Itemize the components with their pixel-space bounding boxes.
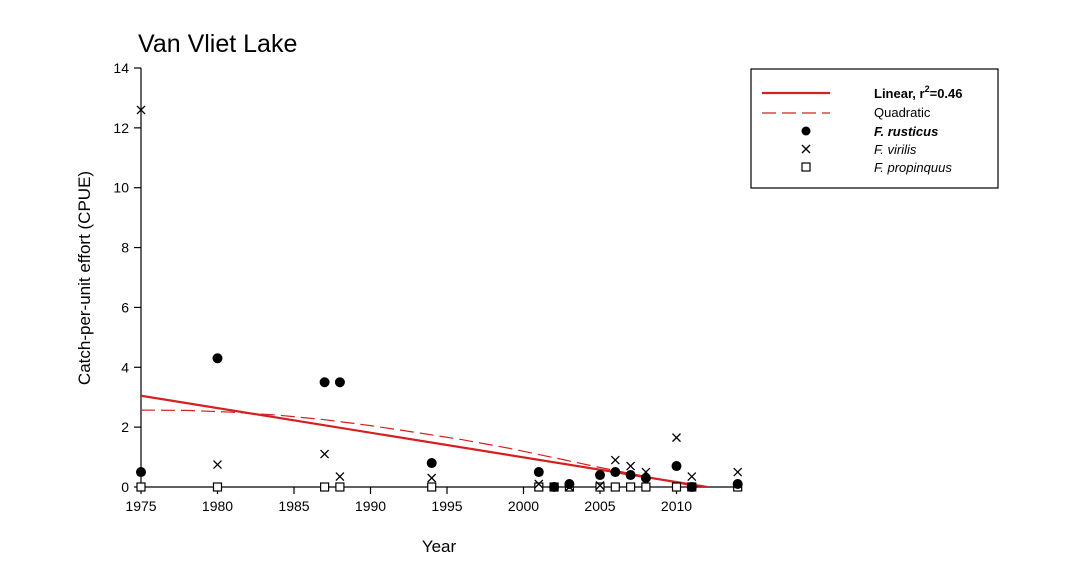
y-tick-label: 0 [121, 479, 129, 495]
y-tick-label: 12 [113, 120, 129, 136]
virilis-point [320, 449, 330, 459]
virilis-point [335, 472, 345, 481]
virilis-point [136, 105, 146, 115]
legend-propinquus-marker [801, 162, 811, 172]
rusticus-point [334, 377, 345, 388]
y-tick-label: 6 [121, 299, 129, 315]
x-axis-label: Year [422, 537, 457, 556]
legend-rusticus-marker [801, 126, 811, 136]
x-tick-label: 2000 [508, 498, 539, 514]
rusticus-point [212, 353, 223, 364]
x-tick-label: 1985 [278, 498, 309, 514]
chart-title: Van Vliet Lake [138, 30, 297, 58]
legend-rusticus-label: F. rusticus [874, 124, 938, 139]
virilis-point [427, 473, 437, 483]
legend-linear-label: Linear, r2=0.46 [874, 84, 963, 101]
propinquus-point [212, 482, 223, 492]
x-tick-label: 2005 [584, 498, 615, 514]
rusticus-point [426, 458, 437, 469]
propinquus-point [595, 482, 605, 492]
rusticus-point [640, 473, 651, 484]
virilis-point [595, 481, 605, 490]
virilis-point [610, 455, 620, 465]
virilis-point [672, 433, 681, 443]
y-tick-label: 4 [121, 359, 129, 375]
propinquus-point [320, 482, 330, 492]
virilis-point [626, 461, 636, 471]
legend: Linear, r2=0.46 Quadratic F. rusticus F.… [750, 68, 999, 189]
virilis-point [534, 479, 544, 489]
x-tick-label: 1990 [355, 498, 386, 514]
virilis-point [213, 460, 222, 470]
rusticus-point [732, 479, 743, 490]
y-axis-label: Catch-per-unit effort (CPUE) [75, 171, 94, 385]
propinquus-point [641, 482, 651, 492]
rusticus-point [625, 470, 636, 481]
propinquus-point [136, 482, 146, 492]
x-tick-label: 1980 [202, 498, 233, 514]
propinquus-point [335, 482, 345, 492]
propinquus-point [671, 482, 682, 492]
linear-fit-line [141, 394, 708, 487]
propinquus-point [534, 482, 544, 492]
rusticus-point [136, 467, 146, 478]
legend-virilis-label: F. virilis [874, 142, 917, 157]
rusticus-point [533, 467, 544, 478]
virilis-point [733, 467, 743, 477]
x-tick-label: 1975 [125, 498, 156, 514]
propinquus-point [427, 482, 437, 492]
x-ticks: 1975 1980 1985 1990 1995 2000 2005 2010 [125, 487, 692, 514]
rusticus-point [686, 482, 697, 492]
rusticus-point [671, 461, 682, 472]
y-ticks: 0 2 4 6 8 10 12 14 [113, 60, 141, 495]
legend-propinquus-label: F. propinquus [874, 160, 952, 175]
propinquus-point [610, 482, 620, 492]
y-tick-label: 2 [121, 419, 129, 435]
data-points [136, 105, 743, 492]
legend-quadratic-label: Quadratic [874, 105, 931, 120]
x-tick-label: 1995 [431, 498, 462, 514]
rusticus-point [549, 482, 560, 492]
rusticus-point [610, 467, 621, 478]
quadratic-fit-line [141, 409, 692, 487]
virilis-point [687, 472, 697, 481]
y-tick-label: 10 [113, 180, 129, 196]
legend-virilis-marker [801, 144, 811, 154]
rusticus-point [319, 377, 330, 388]
rusticus-point [564, 479, 575, 490]
propinquus-point [625, 482, 636, 492]
legend-box [750, 68, 999, 189]
fit-lines [141, 394, 708, 487]
y-tick-label: 14 [113, 60, 129, 76]
rusticus-point [595, 470, 605, 481]
y-tick-label: 8 [121, 240, 129, 256]
x-tick-label: 2010 [661, 498, 692, 514]
